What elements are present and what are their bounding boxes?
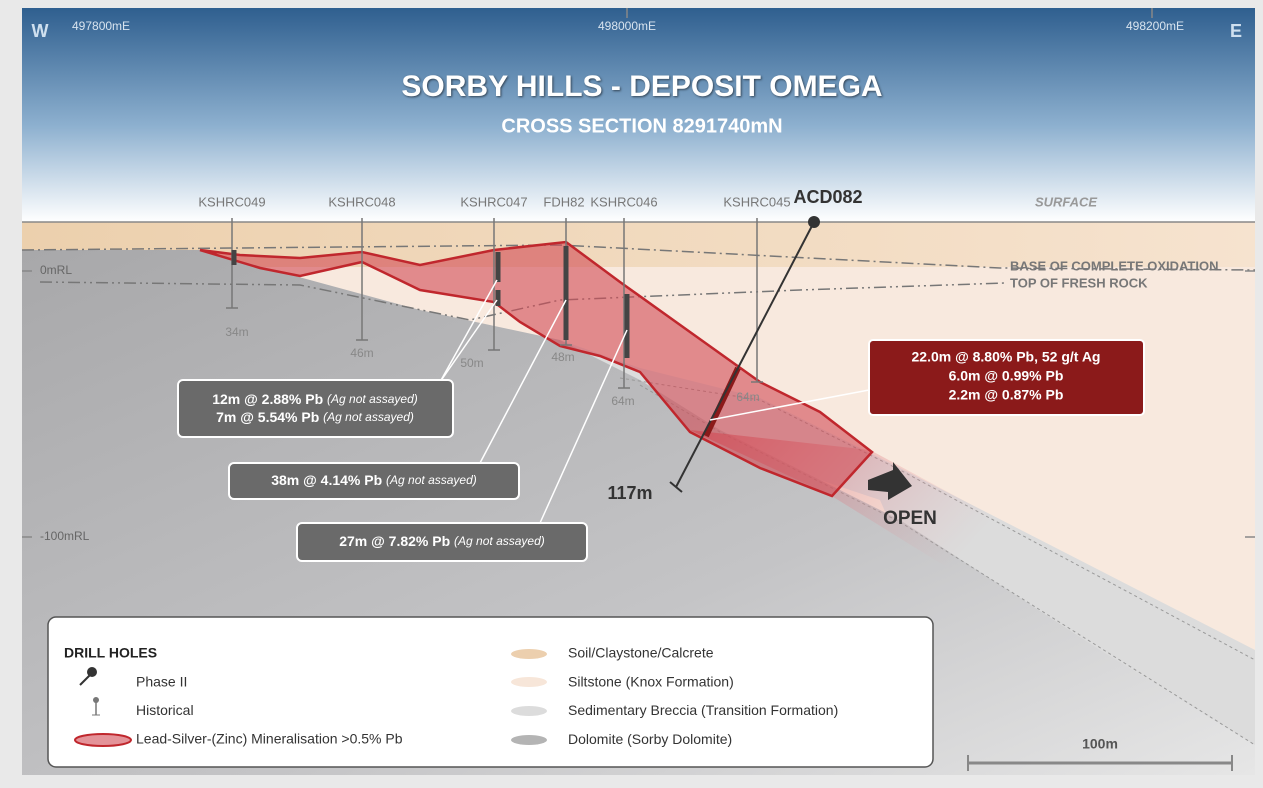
intercept-note: (Ag not assayed) <box>327 392 418 406</box>
hole-name: KSHRC045 <box>723 194 790 209</box>
rl-label: 0mRL <box>40 263 72 277</box>
intercept-note: (Ag not assayed) <box>323 410 414 424</box>
phase2-intercept: 6.0m @ 0.99% Pb <box>949 368 1064 384</box>
legend-item: Phase II <box>136 674 187 690</box>
scale-label: 100m <box>1082 736 1118 752</box>
legend-item: Historical <box>136 702 194 718</box>
hole-name: FDH82 <box>543 194 584 209</box>
legend-unit: Sedimentary Breccia (Transition Formatio… <box>568 702 838 718</box>
intercept-note: (Ag not assayed) <box>454 534 545 548</box>
intercept-note: (Ag not assayed) <box>386 473 477 487</box>
intercept-text: 7m @ 5.54% Pb (Ag not assayed) <box>216 409 414 425</box>
west-label: W <box>32 21 49 41</box>
hole-name: KSHRC048 <box>328 194 395 209</box>
phase2-name: ACD082 <box>793 187 862 207</box>
legend-unit: Soil/Claystone/Calcrete <box>568 645 714 661</box>
oxidation-label: BASE OF COMPLETE OXIDATION <box>1010 258 1219 273</box>
hole-depth: 64m <box>611 394 634 408</box>
intercept-value: 38m @ 4.14% Pb <box>271 472 382 488</box>
hole-depth: 48m <box>551 350 574 364</box>
legend-unit: Siltstone (Knox Formation) <box>568 673 734 689</box>
rl-label: -100mRL <box>40 529 90 543</box>
legend-title: DRILL HOLES <box>64 645 157 661</box>
easting-label: 498000mE <box>598 19 656 33</box>
easting-label: 498200mE <box>1126 19 1184 33</box>
open-label: OPEN <box>883 508 937 529</box>
surface-label: SURFACE <box>1035 194 1097 209</box>
easting-label: 497800mE <box>72 19 130 33</box>
phase2-intercept: 2.2m @ 0.87% Pb <box>949 387 1064 403</box>
hole-depth: 64m <box>736 390 759 404</box>
title: SORBY HILLS - DEPOSIT OMEGA <box>401 70 882 103</box>
legend-unit: Dolomite (Sorby Dolomite) <box>568 731 732 747</box>
intercept-text: 12m @ 2.88% Pb (Ag not assayed) <box>212 391 418 407</box>
hole-name: KSHRC046 <box>590 194 657 209</box>
intercept-text: 27m @ 7.82% Pb (Ag not assayed) <box>339 533 545 549</box>
hole-name: KSHRC047 <box>460 194 527 209</box>
intercept-value: 7m @ 5.54% Pb <box>216 409 319 425</box>
hole-name: KSHRC049 <box>198 194 265 209</box>
east-label: E <box>1230 21 1242 41</box>
intercept-value: 27m @ 7.82% Pb <box>339 533 450 549</box>
intercept-text: 38m @ 4.14% Pb (Ag not assayed) <box>271 472 477 488</box>
hole-depth: 34m <box>225 325 248 339</box>
intercept-value: 12m @ 2.88% Pb <box>212 391 323 407</box>
hole-depth: 46m <box>350 346 373 360</box>
phase2-depth: 117m <box>607 483 652 503</box>
legend-item: Lead-Silver-(Zinc) Mineralisation >0.5% … <box>136 731 403 747</box>
fresh-rock-label: TOP OF FRESH ROCK <box>1010 275 1148 290</box>
cross-section: W E 497800mE 498000mE 498200mE SORBY HILLS - … <box>0 0 1263 788</box>
phase2-intercept: 22.0m @ 8.80% Pb, 52 g/t Ag <box>912 349 1101 365</box>
subtitle: CROSS SECTION 8291740mN <box>501 115 782 137</box>
hole-depth: 50m <box>460 356 483 370</box>
